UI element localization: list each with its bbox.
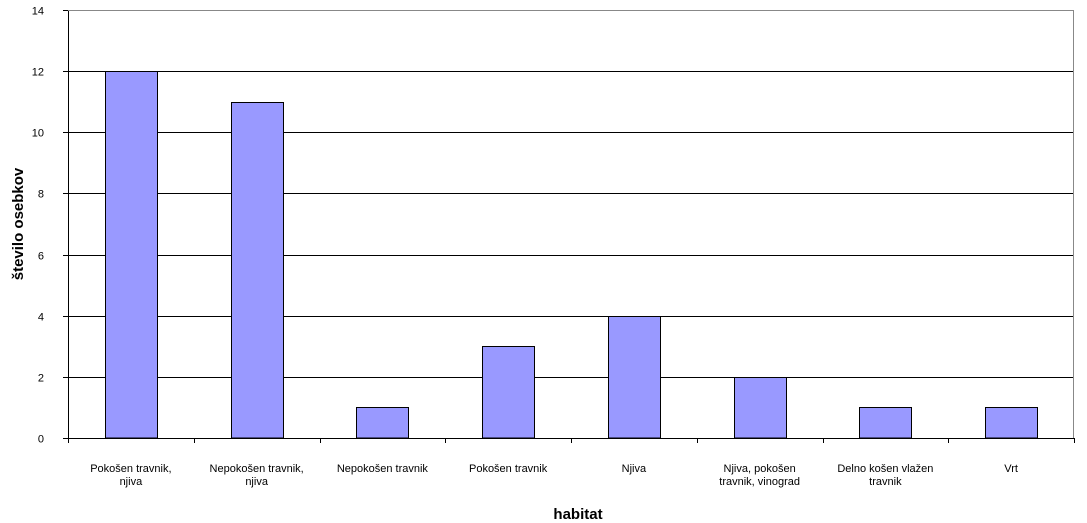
x-axis-title: habitat	[553, 506, 602, 523]
bar	[356, 407, 409, 439]
axes	[63, 10, 1075, 443]
x-category-label-line: Pokošen travnik	[469, 463, 548, 475]
y-tick-label: 4	[38, 312, 44, 324]
y-tick-label: 10	[32, 128, 44, 140]
x-category-label-line: Vrt	[1004, 463, 1018, 475]
x-category-label-line: njiva	[245, 476, 269, 488]
x-category-label: Njiva, pokošen travnik, vinograd	[719, 463, 800, 488]
y-tick-label: 14	[32, 6, 44, 18]
bar	[985, 407, 1038, 439]
x-category-label-line: Njiva, pokošen	[724, 463, 796, 475]
y-tick-label: 2	[38, 373, 44, 385]
x-category-label-line: travnik, vinograd	[719, 476, 800, 488]
x-category-label-line: Delno košen vlažen	[837, 463, 933, 475]
y-tick-label: 8	[38, 189, 44, 201]
bar	[482, 346, 535, 439]
bar	[608, 316, 661, 439]
x-category-label-line: travnik	[869, 476, 902, 488]
bar	[231, 102, 284, 439]
bar	[734, 377, 787, 439]
x-category-label-line: Nepokošen travnik,	[210, 463, 304, 475]
x-category-label: Pokošen travnik, njiva	[90, 463, 171, 488]
y-tick-label: 12	[32, 67, 44, 79]
y-tick-labels: 0 2 4 6 8 10 12 14	[32, 6, 44, 446]
grid-lines	[68, 10, 1074, 378]
bar	[105, 71, 158, 439]
x-category-label-line: Nepokošen travnik	[337, 463, 429, 475]
bars	[105, 71, 1038, 439]
y-tick-label: 0	[38, 434, 44, 446]
x-category-label: Pokošen travnik	[469, 463, 548, 475]
x-category-label-line: Njiva	[622, 463, 647, 475]
x-category-label-line: Pokošen travnik,	[90, 463, 171, 475]
x-category-label: Nepokošen travnik	[337, 463, 429, 475]
x-category-label: Nepokošen travnik, njiva	[210, 463, 304, 488]
x-category-label-line: njiva	[120, 476, 144, 488]
bar	[859, 407, 912, 439]
y-tick-label: 6	[38, 251, 44, 263]
x-category-label: Vrt	[1004, 463, 1018, 475]
y-axis-title: število osebkov	[10, 167, 27, 280]
x-category-label: Delno košen vlažen travnik	[837, 463, 933, 488]
x-category-label: Njiva	[622, 463, 647, 475]
